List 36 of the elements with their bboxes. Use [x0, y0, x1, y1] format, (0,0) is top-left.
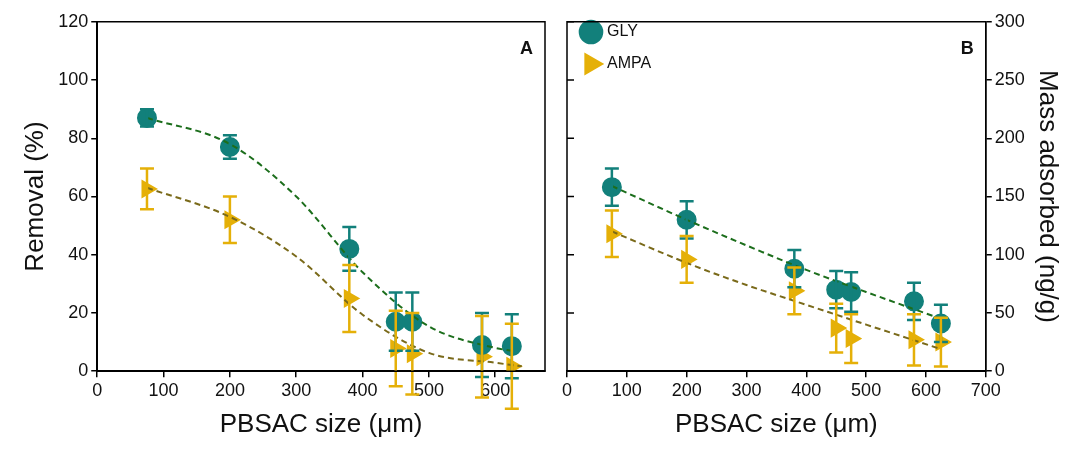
x-tick-label: 500 [851, 379, 882, 400]
y2-tick-label: 200 [994, 127, 1025, 148]
y-tick-label: 0 [78, 360, 89, 381]
annotation: A [520, 37, 533, 58]
x-tick-label: 100 [611, 379, 642, 400]
x-tick-label: 700 [970, 379, 1001, 400]
x-tick-label: 500 [413, 379, 444, 400]
y-tick-label: 60 [68, 185, 89, 206]
x-tick-label: 300 [281, 379, 312, 400]
y2-tick-label: 150 [994, 185, 1025, 206]
y-tick-label: 120 [58, 10, 89, 31]
y-tick-label: 100 [58, 69, 89, 89]
y2-tick-label: 0 [994, 360, 1005, 381]
x-tick-label: 100 [148, 379, 179, 400]
legend-label: AMPA [607, 54, 652, 72]
x-axis-title: PBSAC size (μm) [219, 407, 423, 438]
y2-axis-title: Mass adsorbed (ng/g) [1034, 70, 1065, 323]
x-tick-label: 400 [791, 379, 822, 400]
annotation: B [960, 37, 974, 58]
x-tick-label: 0 [92, 379, 103, 400]
x-tick-label: 400 [347, 379, 378, 400]
x-tick-label: 300 [731, 379, 762, 400]
x-tick-label: 600 [910, 379, 941, 400]
y2-tick-label: 300 [994, 10, 1025, 31]
x-axis-title: PBSAC size (μm) [674, 407, 878, 438]
y2-tick-label: 250 [994, 69, 1025, 89]
y-tick-label: 40 [68, 243, 89, 264]
y-tick-label: 20 [68, 301, 89, 322]
x-tick-label: 200 [671, 379, 702, 400]
y-axis-title: Removal (%) [18, 121, 49, 272]
y2-tick-label: 100 [994, 243, 1025, 264]
legend-label: GLY [607, 22, 639, 40]
y2-tick-label: 50 [994, 301, 1015, 322]
y-tick-label: 80 [68, 127, 89, 148]
x-tick-label: 0 [561, 379, 573, 400]
x-tick-label: 200 [214, 379, 245, 400]
